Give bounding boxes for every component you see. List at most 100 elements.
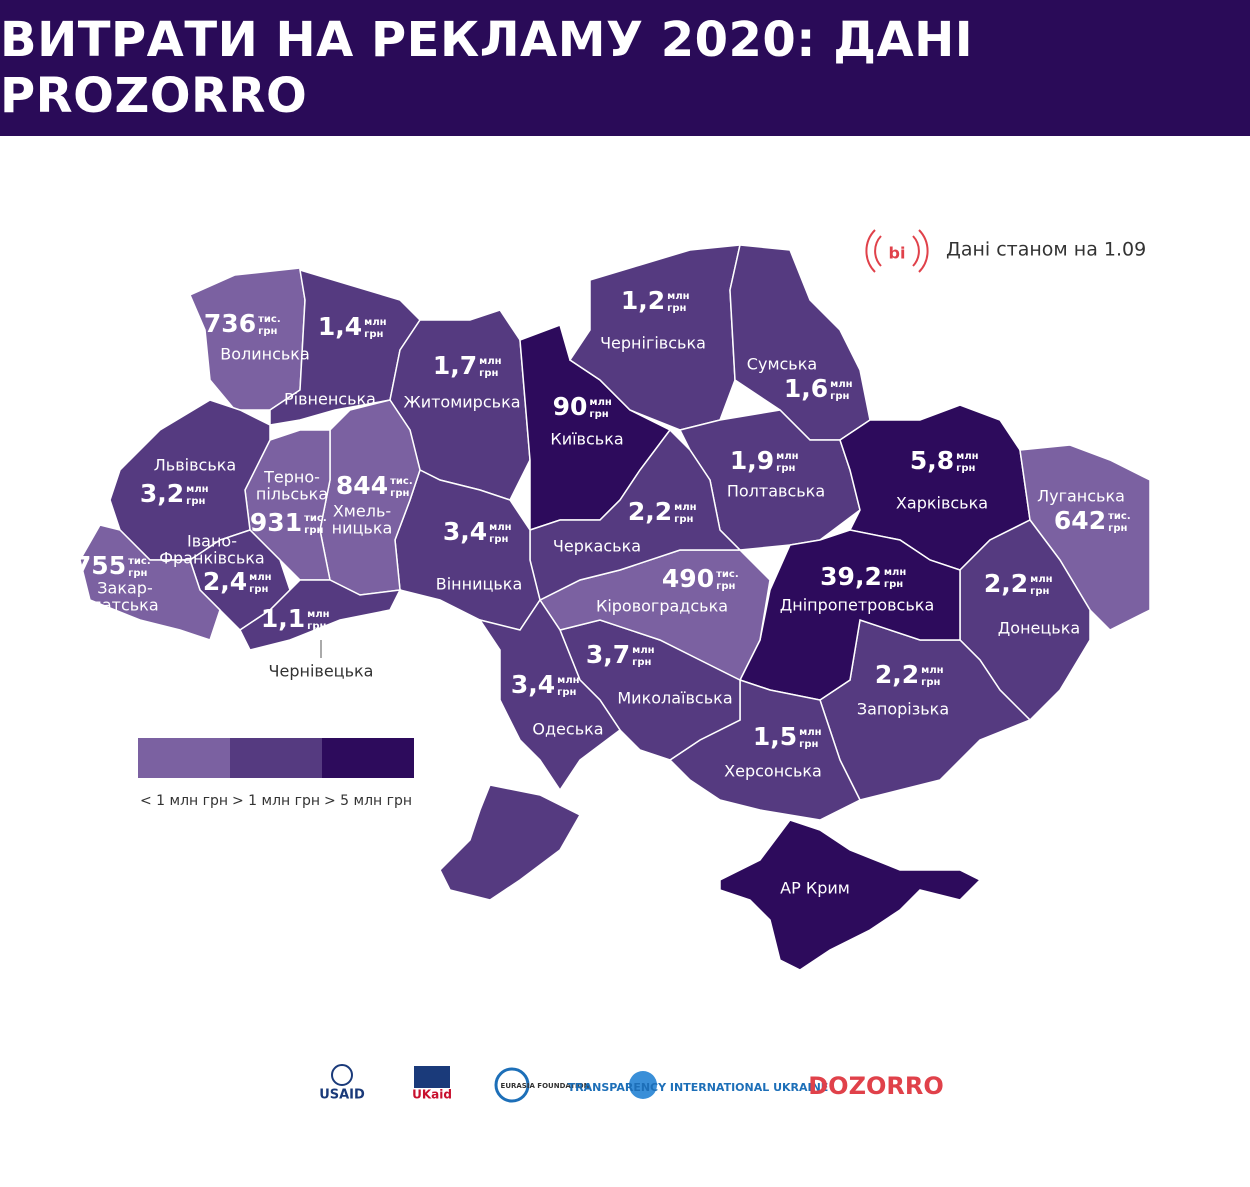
logo-emblem bbox=[494, 1067, 530, 1103]
legend-label: < 1 млн грн bbox=[140, 793, 228, 809]
region-shape bbox=[269, 268, 421, 426]
region-name: Київська bbox=[550, 430, 623, 449]
region-unit: грн bbox=[589, 409, 608, 420]
region-unit: грн bbox=[956, 463, 975, 474]
region-amount: 2,4 bbox=[203, 567, 247, 596]
note-text: Дані станом на 1.09 bbox=[946, 239, 1146, 261]
region-unit: млн bbox=[884, 567, 906, 578]
region-unit: грн bbox=[390, 488, 409, 499]
region-unit: грн bbox=[258, 326, 277, 337]
note-icon: bi bbox=[865, 229, 929, 273]
region-amount: 490 bbox=[662, 564, 714, 593]
region-name: Львівська bbox=[154, 456, 236, 475]
region-unit: млн bbox=[589, 397, 611, 408]
region-shape bbox=[719, 819, 982, 971]
region-amount: 3,7 bbox=[586, 640, 630, 669]
region-unit: грн bbox=[674, 514, 693, 525]
region-name: Хмель- bbox=[333, 502, 391, 521]
region-amount: 1,5 bbox=[753, 722, 797, 751]
region-name: Сумська bbox=[747, 355, 817, 374]
legend: < 1 млн грн > 1 млн грн > 5 млн грн bbox=[138, 738, 414, 809]
region-unit: грн bbox=[667, 303, 686, 314]
region-shape bbox=[529, 428, 742, 602]
region-unit: грн bbox=[921, 677, 940, 688]
logo-emblem bbox=[331, 1064, 353, 1086]
region-name: Терно- bbox=[263, 468, 320, 487]
region-amount: 3,2 bbox=[140, 479, 184, 508]
region-name: Миколаївська bbox=[617, 689, 732, 708]
region-unit: тис. bbox=[258, 314, 281, 325]
region-amount: 1,9 bbox=[730, 446, 774, 475]
region-amount: 755 bbox=[74, 551, 126, 580]
logo-text: DOZORRO bbox=[808, 1072, 944, 1100]
region-unit: млн bbox=[186, 484, 208, 495]
region-name: пільська bbox=[256, 485, 328, 504]
region-unit: тис. bbox=[128, 556, 151, 567]
region-unit: грн bbox=[304, 525, 323, 536]
region-shape bbox=[394, 468, 541, 631]
region-unit: млн bbox=[921, 665, 943, 676]
region-amount: 90 bbox=[553, 392, 588, 421]
region-unit: грн bbox=[799, 739, 818, 750]
regions bbox=[79, 244, 1151, 971]
region-name: ницька bbox=[332, 519, 393, 538]
region-unit: грн bbox=[479, 368, 498, 379]
region-unit: грн bbox=[186, 496, 205, 507]
header-title: ВИТРАТИ НА РЕКЛАМУ 2020: ДАНІ PROZORRO bbox=[0, 0, 1250, 136]
region-amount: 2,2 bbox=[628, 497, 672, 526]
region-name: Одеська bbox=[532, 720, 603, 739]
region-amount: 2,2 bbox=[875, 660, 919, 689]
region-name: Івано- bbox=[187, 532, 237, 551]
region-unit: тис. bbox=[390, 476, 413, 487]
region-unit: млн bbox=[667, 291, 689, 302]
region-name: Волинська bbox=[220, 345, 310, 364]
logo-emblem bbox=[629, 1071, 657, 1099]
logos: USAID UKaid EURASIA FOUNDATIONTRANSPARENCY… bbox=[319, 1064, 944, 1103]
region-name: Чернівецька bbox=[269, 662, 374, 681]
region-unit: млн bbox=[249, 572, 271, 583]
region-unit: млн bbox=[830, 379, 852, 390]
region-name: Закар- bbox=[97, 579, 152, 598]
region-name: АР Крим bbox=[780, 879, 850, 898]
region-amount: 1,1 bbox=[261, 604, 305, 633]
logo-text: USAID bbox=[319, 1088, 365, 1103]
region-name: Чернігівська bbox=[600, 334, 706, 353]
region-unit: грн bbox=[1108, 523, 1127, 534]
region-unit: млн bbox=[479, 356, 501, 367]
region-amount: 736 bbox=[204, 309, 256, 338]
region-shape bbox=[79, 524, 221, 641]
region-unit: грн bbox=[128, 568, 147, 579]
region-unit: млн bbox=[557, 675, 579, 686]
region-unit: грн bbox=[307, 621, 326, 632]
region-name: Рівненська bbox=[284, 390, 376, 409]
region-amount: 1,2 bbox=[621, 286, 665, 315]
region-unit: тис. bbox=[716, 569, 739, 580]
region-name: Харківська bbox=[896, 494, 988, 513]
region-amount: 1,4 bbox=[318, 312, 362, 341]
region-unit: грн bbox=[830, 391, 849, 402]
region-unit: млн bbox=[632, 645, 654, 656]
region-name: Херсонська bbox=[724, 762, 822, 781]
region-unit: млн bbox=[307, 609, 329, 620]
region-unit: млн bbox=[776, 451, 798, 462]
region-unit: грн bbox=[1030, 586, 1049, 597]
region-unit: млн bbox=[364, 317, 386, 328]
region-unit: тис. bbox=[304, 513, 327, 524]
region-name: Полтавська bbox=[727, 482, 825, 501]
legend-label: > 5 млн грн bbox=[324, 793, 412, 809]
region-unit: грн bbox=[364, 329, 383, 340]
region-name: Черкаська bbox=[553, 537, 641, 556]
region-unit: млн bbox=[956, 451, 978, 462]
region-name: Луганська bbox=[1037, 487, 1125, 506]
region-amount: 3,4 bbox=[443, 517, 487, 546]
region-shape bbox=[729, 244, 871, 441]
region-amount: 642 bbox=[1054, 506, 1106, 535]
region-unit: грн bbox=[557, 687, 576, 698]
region-amount: 931 bbox=[250, 508, 302, 537]
region-unit: млн bbox=[674, 502, 696, 513]
logo-text: TRANSPARENCY INTERNATIONAL UKRAINE bbox=[568, 1081, 829, 1094]
region-name: патська bbox=[91, 596, 158, 615]
